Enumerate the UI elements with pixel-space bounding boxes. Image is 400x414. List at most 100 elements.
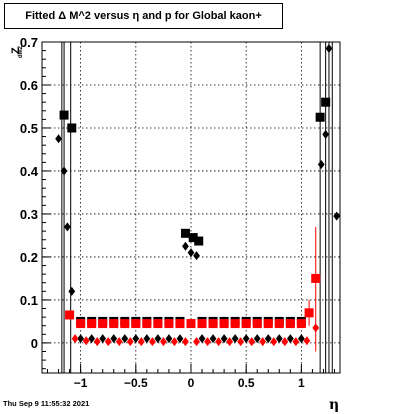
- x-tick-label: −0.5: [124, 376, 148, 390]
- diamond-marker: [176, 334, 184, 344]
- timestamp: Thu Sep 9 11:55:32 2021: [3, 399, 90, 408]
- y-axis-ticks: 0 0.1 0.2 0.3 0.4 0.5 0.6 0.7: [20, 35, 51, 370]
- square-marker: [153, 319, 163, 329]
- diamond-marker: [253, 334, 261, 344]
- diamond-marker: [64, 222, 71, 232]
- chart-title: Fitted Δ M^2 versus η and p for Global k…: [4, 3, 283, 29]
- square-marker: [164, 319, 174, 329]
- y-tick-label: 0.3: [20, 207, 38, 222]
- y-tick-label: 0.4: [20, 164, 39, 179]
- square-marker: [67, 123, 77, 133]
- y-tick-label: 0.5: [20, 121, 38, 136]
- diamond-marker: [259, 337, 267, 347]
- diamond-marker: [209, 334, 217, 344]
- diamond-marker: [137, 337, 145, 347]
- square-marker: [304, 308, 314, 318]
- square-marker: [208, 319, 218, 329]
- diamond-marker: [312, 323, 320, 333]
- diamond-marker: [226, 337, 234, 347]
- diamond-marker: [82, 336, 90, 346]
- diamond-marker: [110, 334, 118, 344]
- square-marker: [109, 319, 119, 329]
- diamond-marker: [68, 286, 76, 296]
- diamond-marker: [126, 337, 134, 347]
- diamond-marker: [264, 334, 272, 344]
- diamond-marker: [215, 337, 222, 347]
- x-tick-label: 0: [188, 376, 195, 390]
- diamond-marker: [154, 334, 162, 344]
- diamond-marker: [286, 334, 294, 344]
- square-marker: [87, 319, 97, 329]
- diamond-marker: [121, 334, 129, 344]
- diamond-marker: [104, 337, 112, 347]
- diamond-marker: [77, 334, 85, 344]
- y-axis-label: Z dM2: [0, 36, 30, 76]
- diamond-marker: [231, 334, 239, 344]
- diamond-marker: [148, 337, 156, 347]
- diamond-marker: [322, 129, 330, 139]
- diamond-marker: [292, 337, 300, 347]
- diamond-marker: [237, 337, 245, 347]
- square-marker: [59, 110, 69, 120]
- y-tick-label: 0.7: [20, 35, 38, 50]
- diamond-marker: [99, 334, 107, 344]
- diamond-marker: [317, 160, 325, 170]
- x-axis-label: η: [329, 397, 340, 413]
- y-tick-label: 0.2: [20, 250, 38, 265]
- diamond-marker: [115, 337, 123, 347]
- diamond-marker: [93, 337, 101, 347]
- square-marker: [76, 319, 86, 329]
- square-marker: [311, 273, 321, 283]
- square-marker: [188, 233, 198, 243]
- diamond-marker: [193, 337, 200, 347]
- x-tick-label: −1: [74, 376, 88, 390]
- diamond-marker: [187, 248, 195, 258]
- diamond-marker: [132, 334, 140, 344]
- diamond-marker: [143, 334, 151, 344]
- square-marker: [120, 319, 130, 329]
- diamond-marker: [55, 134, 62, 144]
- diamond-marker: [71, 334, 79, 344]
- square-marker: [321, 97, 331, 107]
- diamond-marker: [325, 43, 333, 53]
- y-axis-label-subscript: dM2: [18, 46, 24, 58]
- square-marker: [274, 319, 284, 329]
- square-marker: [180, 228, 190, 238]
- x-axis-ticks: −1 −0.5 0 0.5 1: [47, 364, 335, 390]
- square-marker: [131, 319, 141, 329]
- diamond-marker: [182, 241, 189, 251]
- diamond-marker: [171, 337, 178, 347]
- diamond-marker: [275, 334, 283, 344]
- square-marker: [252, 319, 262, 329]
- diamond-marker: [248, 337, 256, 347]
- y-tick-label: 0.6: [20, 78, 38, 93]
- square-marker: [175, 319, 185, 329]
- diamond-marker: [60, 166, 68, 176]
- diamond-marker: [198, 334, 206, 344]
- square-marker: [241, 319, 251, 329]
- square-marker: [197, 319, 207, 329]
- square-marker: [296, 319, 306, 329]
- y-tick-label: 0.1: [20, 293, 38, 308]
- diamond-marker: [193, 251, 200, 261]
- square-marker: [194, 236, 204, 246]
- x-tick-label: 0.5: [238, 376, 255, 390]
- diamond-marker: [182, 337, 189, 347]
- diamond-marker: [88, 334, 96, 344]
- square-marker: [142, 319, 152, 329]
- square-marker: [285, 319, 295, 329]
- square-marker: [98, 319, 108, 329]
- x-tick-label: 1: [298, 376, 305, 390]
- diamond-marker: [242, 334, 250, 344]
- square-marker: [230, 319, 240, 329]
- diamond-marker: [220, 334, 228, 344]
- diamond-marker: [160, 337, 167, 347]
- square-marker: [263, 319, 273, 329]
- data-markers: [55, 43, 341, 347]
- diamond-marker: [281, 337, 289, 347]
- diamond-marker: [333, 211, 341, 221]
- square-marker: [219, 319, 229, 329]
- square-marker: [315, 112, 325, 122]
- square-marker: [65, 310, 75, 320]
